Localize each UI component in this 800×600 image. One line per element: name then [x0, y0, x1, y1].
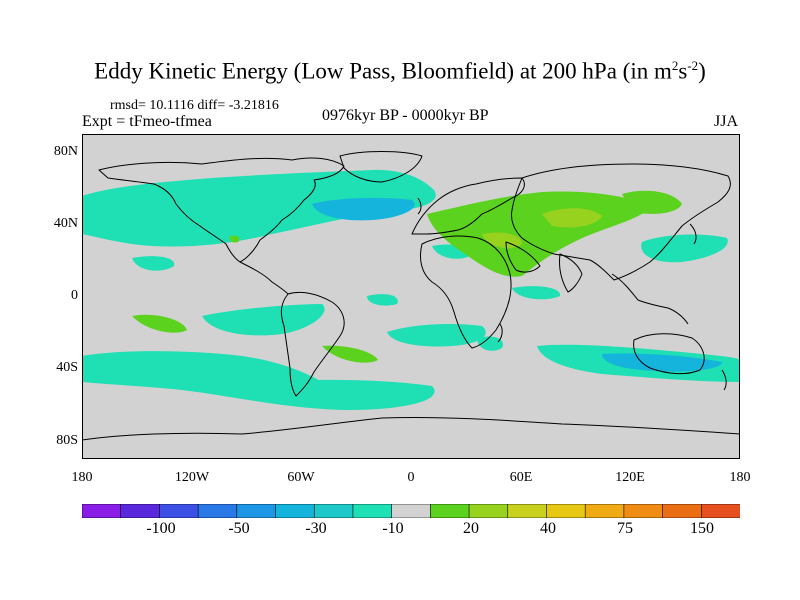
japan-outline — [689, 223, 697, 245]
colorbar-cell — [236, 504, 277, 518]
fill-east-asia — [641, 234, 728, 263]
fill-north-atlantic-core — [312, 197, 415, 221]
y-tick-0: 0 — [71, 288, 78, 303]
europe-outline — [411, 177, 525, 235]
x-tick-180e: 180 — [729, 470, 751, 485]
fill-central-asia-core — [542, 208, 602, 228]
land-outlines — [82, 151, 740, 441]
colorbar-cell — [507, 504, 548, 518]
x-tick-0: 0 — [407, 470, 415, 485]
southeast-asia-outline — [611, 273, 689, 325]
antarctica-outline — [82, 416, 740, 441]
fill-tropical-atlantic — [387, 324, 486, 347]
colorbar-cell — [391, 504, 432, 518]
fill-small-na — [229, 235, 240, 243]
fill-southern-indian-core — [602, 353, 722, 372]
india-outline — [559, 253, 583, 293]
map-plot — [82, 134, 740, 459]
x-tick-180w: 180 — [71, 470, 93, 485]
chart-title: Eddy Kinetic Energy (Low Pass, Bloomfiel… — [94, 58, 706, 84]
colorbar-cell — [313, 504, 354, 518]
fill-pacific-patch — [132, 314, 187, 333]
fill-east-siberia — [622, 190, 682, 214]
fill-south-america-patch — [322, 345, 378, 363]
map-frame — [82, 134, 740, 459]
colorbar-label-m10: -10 — [382, 520, 404, 537]
x-tick-120w: 120W — [174, 470, 210, 485]
fill-indian-small — [512, 286, 561, 300]
madagascar-outline — [497, 323, 503, 343]
colorbar-label-m30: -30 — [305, 520, 327, 537]
fill-south-atlantic — [282, 379, 435, 409]
y-tick-40s: 40S — [56, 360, 78, 375]
colorbar-label-20: 20 — [463, 520, 479, 537]
africa-outline — [419, 235, 512, 349]
colorbar-cell — [82, 504, 122, 518]
colorbar-cell — [197, 504, 238, 518]
experiment-label: Expt = tFmeo-tfmea — [82, 113, 212, 130]
colorbar-label-m100: -100 — [146, 520, 176, 537]
greenland-outline — [339, 151, 423, 183]
fill-south-indian-patch — [477, 336, 503, 351]
season-label: JJA — [714, 113, 739, 130]
deeper-negative-fill-layer — [312, 197, 722, 372]
fill-east-pacific-band — [202, 304, 325, 336]
colorbar-label-40: 40 — [540, 520, 556, 537]
colorbar-label-75: 75 — [617, 520, 633, 537]
rmsd-label: rmsd= 10.1116 diff= -3.21816 — [110, 98, 279, 113]
asia-outline — [511, 163, 731, 281]
colorbar-cell — [352, 504, 393, 518]
period-label: 0976kyr BP - 0000kyr BP — [322, 107, 489, 124]
central-america-outline — [239, 261, 289, 295]
colorbar — [82, 504, 740, 518]
north-america-outline — [98, 157, 345, 263]
x-tick-120e: 120E — [615, 470, 645, 485]
y-tick-80n: 80N — [53, 144, 78, 159]
fill-pacific-small — [132, 256, 175, 271]
colorbar-cell — [546, 504, 586, 518]
uk-outline — [417, 197, 422, 215]
colorbar-cell — [430, 504, 470, 518]
arabia-outline — [505, 241, 541, 273]
colorbar-cell — [159, 504, 199, 518]
colorbar-cell — [700, 504, 740, 518]
colorbar-label-150: 150 — [690, 520, 714, 537]
y-tick-40n: 40N — [53, 216, 78, 231]
colorbar-cell — [275, 504, 316, 518]
x-tick-60w: 60W — [287, 470, 315, 485]
colorbar-cell — [623, 504, 664, 518]
new-zealand-outline — [721, 369, 727, 391]
fill-atlantic-small — [367, 294, 398, 306]
australia-outline — [633, 333, 705, 375]
colorbar-cell — [584, 504, 625, 518]
colorbar-cell — [662, 504, 703, 518]
colorbar-cell — [120, 504, 161, 518]
south-america-outline — [280, 291, 345, 397]
y-tick-80s: 80S — [56, 433, 78, 448]
colorbar-label-m50: -50 — [228, 520, 250, 537]
x-tick-60e: 60E — [509, 470, 533, 485]
colorbar-cell — [468, 504, 509, 518]
